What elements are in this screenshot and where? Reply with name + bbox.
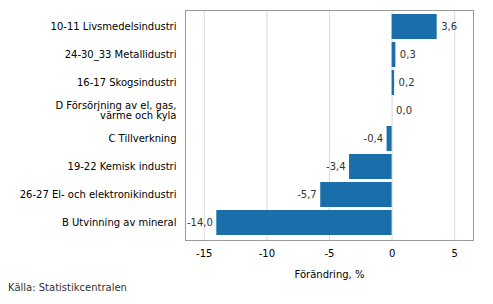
svg-text:19-22 Kemisk industri: 19-22 Kemisk industri bbox=[68, 161, 177, 172]
svg-text:-10: -10 bbox=[259, 248, 275, 259]
svg-text:24-30_33 Metallidustri: 24-30_33 Metallidustri bbox=[65, 49, 177, 61]
svg-text:B Utvinning av mineral: B Utvinning av mineral bbox=[62, 217, 177, 228]
svg-text:0: 0 bbox=[389, 248, 395, 259]
svg-text:Förändring, %: Förändring, % bbox=[295, 269, 365, 280]
svg-text:D Försörjning av el, gas,värme: D Försörjning av el, gas,värme och kyla bbox=[55, 100, 176, 121]
svg-text:0,0: 0,0 bbox=[396, 105, 412, 116]
svg-text:-0,4: -0,4 bbox=[364, 133, 384, 144]
svg-text:0,2: 0,2 bbox=[399, 77, 415, 88]
svg-text:-5: -5 bbox=[325, 248, 335, 259]
svg-text:16-17 Skogsindustri: 16-17 Skogsindustri bbox=[77, 77, 177, 88]
svg-text:10-11 Livsmedelsindustri: 10-11 Livsmedelsindustri bbox=[51, 21, 177, 32]
svg-text:-3,4: -3,4 bbox=[326, 161, 346, 172]
svg-text:0,3: 0,3 bbox=[400, 49, 416, 60]
svg-text:5: 5 bbox=[452, 248, 458, 259]
svg-text:3,6: 3,6 bbox=[441, 21, 457, 32]
svg-text:-5,7: -5,7 bbox=[297, 189, 317, 200]
html-text:Källa: Statistikcentralen: Källa: Statistikcentralen bbox=[8, 282, 127, 293]
svg-text:-15: -15 bbox=[196, 248, 212, 259]
svg-text:26-27 El- och elektronikindust: 26-27 El- och elektronikindustri bbox=[20, 189, 177, 200]
svg-text:C Tillverkning: C Tillverkning bbox=[108, 133, 176, 144]
svg-text:-14,0: -14,0 bbox=[187, 217, 213, 228]
